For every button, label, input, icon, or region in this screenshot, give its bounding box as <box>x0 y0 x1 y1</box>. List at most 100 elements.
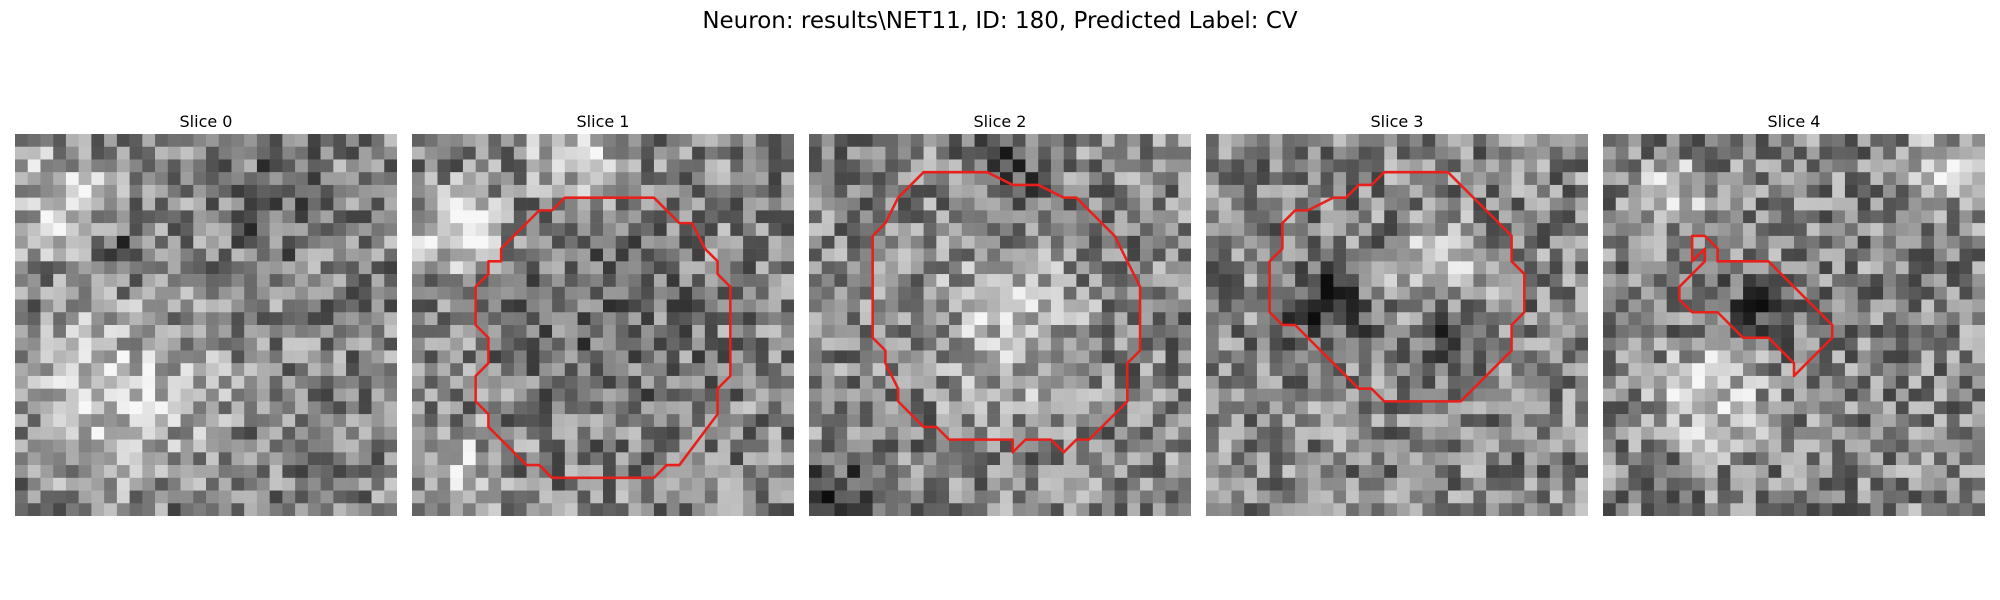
pixel <box>1165 312 1179 326</box>
pixel <box>653 490 667 504</box>
pixel <box>1000 274 1013 288</box>
pixel <box>1114 477 1128 491</box>
pixel <box>180 299 194 313</box>
pixel <box>193 452 207 466</box>
pixel <box>1615 350 1629 364</box>
pixel <box>1628 452 1642 466</box>
pixel <box>1743 477 1757 491</box>
pixel <box>206 388 219 402</box>
pixel <box>1435 363 1449 377</box>
pixel <box>1282 503 1296 516</box>
pixel <box>1537 375 1551 389</box>
pixel <box>116 426 130 440</box>
pixel <box>1870 184 1884 198</box>
pixel <box>1692 503 1706 516</box>
pixel <box>488 286 502 300</box>
pixel <box>91 439 105 453</box>
pixel <box>167 477 181 491</box>
pixel <box>450 172 464 186</box>
pixel <box>1562 274 1576 288</box>
pixel <box>1755 503 1769 516</box>
pixel <box>193 414 207 428</box>
pixel <box>1679 210 1693 224</box>
pixel <box>231 223 245 237</box>
pixel <box>307 477 321 491</box>
pixel <box>513 363 527 377</box>
pixel <box>885 414 899 428</box>
pixel <box>1870 134 1884 147</box>
pixel <box>1231 134 1245 147</box>
pixel <box>526 235 540 249</box>
pixel <box>859 172 873 186</box>
pixel <box>936 401 950 415</box>
pixel <box>513 312 527 326</box>
pixel <box>1473 503 1487 516</box>
pixel <box>1615 477 1629 491</box>
pixel <box>65 235 79 249</box>
pixel <box>1628 312 1642 326</box>
pixel <box>1972 197 1985 211</box>
pixel <box>15 134 28 147</box>
pixel <box>1972 210 1985 224</box>
pixel <box>1282 184 1296 198</box>
pixel <box>1768 197 1782 211</box>
pixel <box>1498 312 1512 326</box>
pixel <box>180 248 194 262</box>
pixel <box>1934 146 1948 160</box>
pixel <box>1165 172 1179 186</box>
pixel <box>872 134 886 147</box>
pixel <box>1320 414 1334 428</box>
pixel <box>1333 146 1347 160</box>
pixel <box>1178 375 1191 389</box>
pixel <box>1549 312 1563 326</box>
pixel <box>295 439 309 453</box>
pixel <box>1908 286 1922 300</box>
pixel <box>1498 146 1512 160</box>
pixel <box>717 414 731 428</box>
pixel <box>628 312 642 326</box>
pixel <box>539 452 553 466</box>
pixel <box>1704 414 1718 428</box>
pixel <box>320 286 334 300</box>
pixel <box>269 248 283 262</box>
pixel <box>1256 248 1270 262</box>
pixel <box>1537 235 1551 249</box>
pixel <box>1832 503 1846 516</box>
pixel <box>1934 325 1948 338</box>
pixel <box>1946 401 1960 415</box>
pixel <box>269 477 283 491</box>
pixel <box>1908 465 1922 479</box>
pixel <box>1832 477 1846 491</box>
pixel <box>1883 350 1897 364</box>
pixel <box>1908 452 1922 466</box>
pixel <box>768 146 782 160</box>
pixel <box>371 375 385 389</box>
pixel <box>1244 261 1258 275</box>
pixel <box>65 363 79 377</box>
pixel <box>1256 388 1270 402</box>
pixel <box>539 223 553 237</box>
pixel <box>603 248 616 262</box>
pixel <box>244 439 258 453</box>
pixel <box>155 223 169 237</box>
pixel <box>1307 503 1321 516</box>
pixel <box>1575 261 1588 275</box>
pixel <box>1692 159 1706 173</box>
pixel <box>1101 477 1115 491</box>
pixel <box>1089 350 1103 364</box>
pixel <box>501 274 515 288</box>
pixel <box>1307 134 1321 147</box>
pixel <box>1692 235 1706 249</box>
pixel <box>910 159 924 173</box>
panel-title: Slice 0 <box>179 112 233 131</box>
pixel <box>1089 248 1103 262</box>
pixel <box>666 477 680 491</box>
pixel <box>501 388 515 402</box>
pixel <box>552 223 566 237</box>
pixel <box>936 414 950 428</box>
pixel <box>1511 388 1525 402</box>
pixel <box>590 465 604 479</box>
pixel <box>730 312 744 326</box>
pixel <box>333 363 347 377</box>
pixel <box>1603 210 1616 224</box>
